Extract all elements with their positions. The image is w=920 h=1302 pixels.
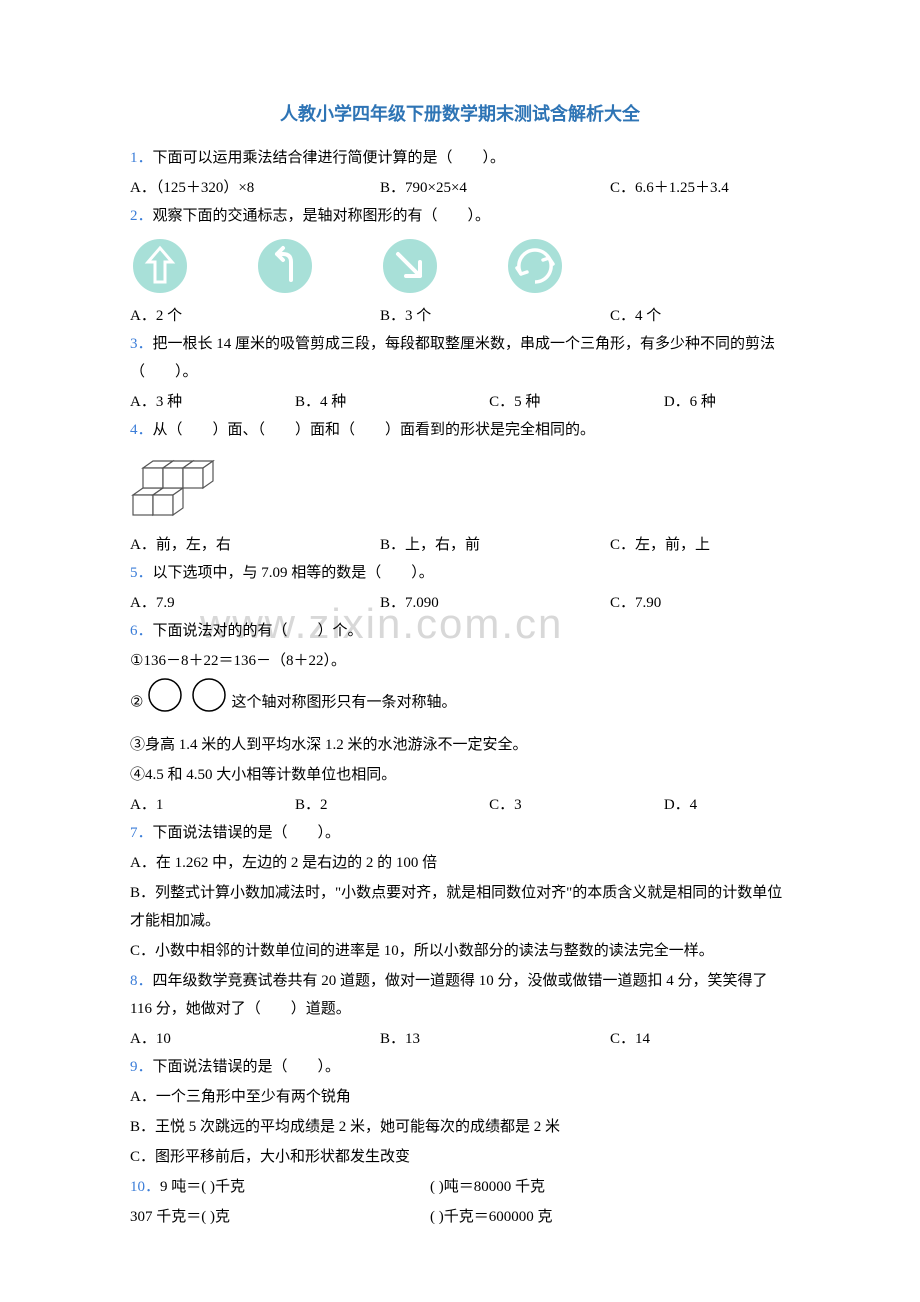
q8-opt-a: A．10 — [130, 1025, 380, 1053]
q7-opt-b: B．列整式计算小数加减法时，"小数点要对齐，就是相同数位对齐"的本质含义就是相同… — [130, 879, 790, 935]
q3-opt-c: C．5 种 — [489, 388, 664, 416]
q8-opt-b: B．13 — [380, 1025, 610, 1053]
q6-opt-c: C．3 — [489, 791, 664, 819]
q6-number: 6． — [130, 623, 153, 639]
q1-opt-a: A．（125＋320）×8 — [130, 174, 380, 202]
question-6: 6．下面说法对的的有（ ）个。 — [130, 617, 790, 645]
q7-opt-c: C．小数中相邻的计数单位间的进率是 10，所以小数部分的读法与整数的读法完全一样… — [130, 937, 790, 965]
q6-item2: ② 这个轴对称图形只有一条对称轴。 — [130, 677, 790, 729]
q9-opt-b: B．王悦 5 次跳远的平均成绩是 2 米，她可能每次的成绩都是 2 米 — [130, 1113, 790, 1141]
q6-text: 下面说法对的的有（ ）个。 — [153, 623, 363, 639]
q8-number: 8． — [130, 973, 153, 989]
q6-item2-prefix: ② — [130, 694, 143, 710]
q10-row1-right: ( )吨＝80000 千克 — [430, 1173, 790, 1201]
traffic-icons-row — [130, 236, 790, 296]
q10-row1-left: 9 吨＝( )千克 — [160, 1179, 245, 1195]
q5-number: 5． — [130, 565, 153, 581]
question-10-row1: 10．9 吨＝( )千克 ( )吨＝80000 千克 — [130, 1173, 790, 1201]
q4-opt-b: B．上，右，前 — [380, 531, 610, 559]
q9-text: 下面说法错误的是（ ）。 — [153, 1059, 341, 1075]
traffic-up-arrow-icon — [130, 236, 190, 296]
q9-opt-c: C．图形平移前后，大小和形状都发生改变 — [130, 1143, 790, 1171]
question-2: 2．观察下面的交通标志，是轴对称图形的有（ ）。 — [130, 202, 790, 230]
q6-item3: ③身高 1.4 米的人到平均水深 1.2 米的水池游泳不一定安全。 — [130, 731, 790, 759]
q1-options: A．（125＋320）×8 B．790×25×4 C．6.6＋1.25＋3.4 — [130, 174, 790, 202]
q4-opt-c: C．左，前，上 — [610, 531, 790, 559]
traffic-roundabout-icon — [505, 236, 565, 296]
q8-opt-c: C．14 — [610, 1025, 790, 1053]
q6-opt-a: A．1 — [130, 791, 295, 819]
q6-opt-d: D．4 — [664, 791, 790, 819]
q3-number: 3． — [130, 336, 153, 352]
q5-text: 以下选项中，与 7.09 相等的数是（ ）。 — [153, 565, 434, 581]
q7-opt-a: A．在 1.262 中，左边的 2 是右边的 2 的 100 倍 — [130, 849, 790, 877]
q5-opt-b: B．7.090 — [380, 589, 610, 617]
q4-options: A．前，左，右 B．上，右，前 C．左，前，上 — [130, 531, 790, 559]
q2-options: A．2 个 B．3 个 C．4 个 — [130, 302, 790, 330]
question-8: 8．四年级数学竞赛试卷共有 20 道题，做对一道题得 10 分，没做或做错一道题… — [130, 967, 790, 1023]
q10-row2-left: 307 千克＝( )克 — [130, 1203, 430, 1231]
oval-icon — [147, 677, 227, 729]
q3-options: A．3 种 B．4 种 C．5 种 D．6 种 — [130, 388, 790, 416]
question-9: 9．下面说法错误的是（ ）。 — [130, 1053, 790, 1081]
q6-item1: ①136－8＋22＝136－（8＋22）。 — [130, 647, 790, 675]
q9-opt-a: A．一个三角形中至少有两个锐角 — [130, 1083, 790, 1111]
q6-item4: ④4.5 和 4.50 大小相等计数单位也相同。 — [130, 761, 790, 789]
q5-opt-a: A．7.9 — [130, 589, 380, 617]
page-title: 人教小学四年级下册数学期末测试含解析大全 — [130, 100, 790, 126]
q5-opt-c: C．7.90 — [610, 589, 790, 617]
q2-opt-c: C．4 个 — [610, 302, 790, 330]
question-10-row2: 307 千克＝( )克 ( )千克＝600000 克 — [130, 1203, 790, 1231]
q3-opt-b: B．4 种 — [295, 388, 489, 416]
q8-text: 四年级数学竞赛试卷共有 20 道题，做对一道题得 10 分，没做或做错一道题扣 … — [130, 973, 768, 1017]
q1-text: 下面可以运用乘法结合律进行简便计算的是（ ）。 — [153, 150, 506, 166]
q7-number: 7． — [130, 825, 153, 841]
question-5: 5．以下选项中，与 7.09 相等的数是（ ）。 — [130, 559, 790, 587]
q2-number: 2． — [130, 208, 153, 224]
question-4: 4．从（ ）面、（ ）面和（ ）面看到的形状是完全相同的。 — [130, 416, 790, 444]
q6-item2-suffix: 这个轴对称图形只有一条对称轴。 — [231, 694, 456, 710]
q5-options: A．7.9 B．7.090 C．7.90 — [130, 589, 790, 617]
cubes-image — [130, 450, 790, 525]
q7-text: 下面说法错误的是（ ）。 — [153, 825, 341, 841]
q2-text: 观察下面的交通标志，是轴对称图形的有（ ）。 — [153, 208, 491, 224]
q10-row2-right: ( )千克＝600000 克 — [430, 1203, 790, 1231]
q1-opt-c: C．6.6＋1.25＋3.4 — [610, 174, 790, 202]
q2-opt-b: B．3 个 — [380, 302, 610, 330]
q4-text: 从（ ）面、（ ）面和（ ）面看到的形状是完全相同的。 — [153, 422, 596, 438]
q9-number: 9． — [130, 1059, 153, 1075]
q3-text: 把一根长 14 厘米的吸管剪成三段，每段都取整厘米数，串成一个三角形，有多少种不… — [130, 336, 775, 380]
q2-opt-a: A．2 个 — [130, 302, 380, 330]
q8-options: A．10 B．13 C．14 — [130, 1025, 790, 1053]
content-wrapper: 人教小学四年级下册数学期末测试含解析大全 1．下面可以运用乘法结合律进行简便计算… — [130, 100, 790, 1231]
q3-opt-d: D．6 种 — [664, 388, 790, 416]
q6-opt-b: B．2 — [295, 791, 489, 819]
question-1: 1．下面可以运用乘法结合律进行简便计算的是（ ）。 — [130, 144, 790, 172]
question-3: 3．把一根长 14 厘米的吸管剪成三段，每段都取整厘米数，串成一个三角形，有多少… — [130, 330, 790, 386]
q6-options: A．1 B．2 C．3 D．4 — [130, 791, 790, 819]
question-7: 7．下面说法错误的是（ ）。 — [130, 819, 790, 847]
q4-opt-a: A．前，左，右 — [130, 531, 380, 559]
traffic-diagonal-arrow-icon — [380, 236, 440, 296]
q3-opt-a: A．3 种 — [130, 388, 295, 416]
q1-opt-b: B．790×25×4 — [380, 174, 610, 202]
q10-number: 10． — [130, 1179, 160, 1195]
traffic-left-turn-icon — [255, 236, 315, 296]
q4-number: 4． — [130, 422, 153, 438]
q1-number: 1． — [130, 150, 153, 166]
